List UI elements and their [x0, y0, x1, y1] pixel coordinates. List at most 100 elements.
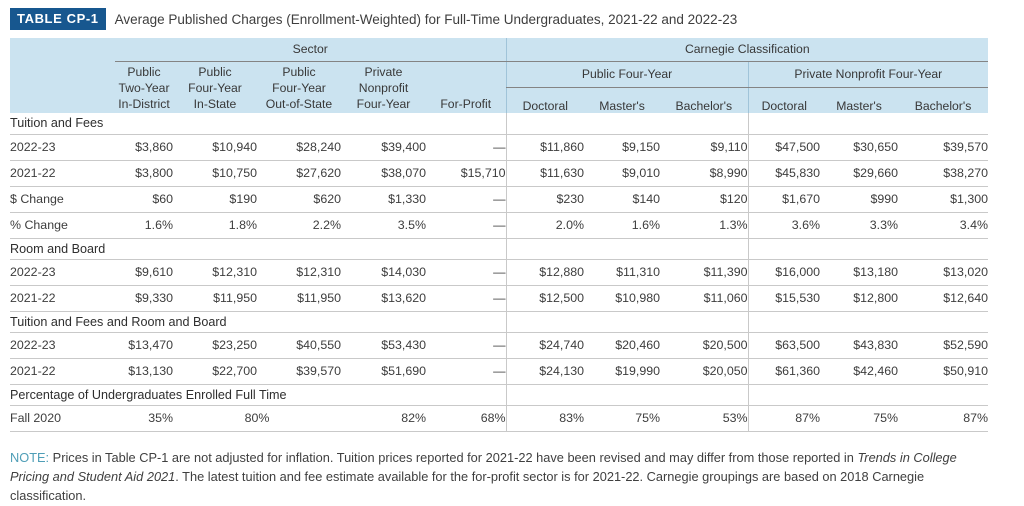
value-cell: $24,130: [505, 358, 585, 385]
column-header-private-bachelors: Bachelor's: [898, 87, 989, 113]
value-cell: 3.6%: [747, 212, 821, 239]
value-cell: —: [426, 186, 507, 213]
value-cell: $13,180: [820, 259, 899, 286]
value-cell: 3.5%: [341, 212, 426, 239]
section-empty-cell: [505, 113, 749, 135]
value-cell: $12,310: [257, 259, 341, 286]
value-cell: $620: [257, 186, 341, 213]
value-cell: $1,330: [341, 186, 426, 213]
value-cell: $230: [505, 186, 585, 213]
column-header-public-two-year: Public Two-Year In-District: [115, 61, 173, 113]
value-cell: 1.8%: [173, 212, 257, 239]
value-cell: $12,640: [898, 285, 989, 312]
section-empty-cell: [505, 311, 749, 333]
row-label: $ Change: [10, 186, 115, 213]
value-cell: 35%: [115, 405, 173, 432]
value-cell: 3.4%: [898, 212, 989, 239]
value-cell: 75%: [584, 405, 661, 432]
value-cell: $63,500: [747, 332, 821, 359]
value-cell: $9,610: [115, 259, 173, 286]
section-header-row: Tuition and Fees: [10, 113, 989, 135]
data-row: 2021-22 $9,330 $11,950 $11,950 $13,620— $12,5…: [10, 285, 989, 312]
group-header-row: Sector Carnegie Classification: [10, 38, 989, 113]
value-cell: $60: [115, 186, 173, 213]
value-cell: $51,690: [341, 358, 426, 385]
value-cell: $10,940: [173, 134, 257, 161]
value-cell: $52,590: [898, 332, 989, 359]
value-cell: $1,670: [747, 186, 821, 213]
value-cell: $10,980: [584, 285, 661, 312]
data-row: $ Change $60 $190 $620 $1,330— $230 $140 $120 $1…: [10, 186, 989, 213]
value-cell: $8,990: [660, 160, 749, 187]
value-cell: $11,060: [660, 285, 749, 312]
value-cell: $3,860: [115, 134, 173, 161]
carnegie-group-header: Carnegie Classification: [505, 38, 989, 62]
column-header-private-masters: Master's: [820, 87, 899, 113]
value-cell: $53,430: [341, 332, 426, 359]
value-cell: $24,740: [505, 332, 585, 359]
value-cell: 3.3%: [820, 212, 899, 239]
value-cell: $13,020: [898, 259, 989, 286]
table-header: Sector Carnegie Classification Public Tw…: [10, 38, 989, 113]
row-label: 2022-23: [10, 332, 115, 359]
value-cell: 75%: [820, 405, 899, 432]
section-header-row: Percentage of Undergraduates Enrolled Fu…: [10, 384, 989, 406]
data-row: Fall 2020 35% 80% 82% 68% 83% 75% 53% 87% 75% 87%: [10, 405, 989, 432]
value-cell: $39,570: [898, 134, 989, 161]
value-cell: $11,630: [505, 160, 585, 187]
value-cell: $15,710: [426, 160, 507, 187]
column-header-private-nonprofit: Private Nonprofit Four-Year: [341, 61, 426, 113]
value-cell: $11,950: [257, 285, 341, 312]
value-cell: 83%: [505, 405, 585, 432]
value-cell: 82%: [341, 405, 426, 432]
value-cell: $12,500: [505, 285, 585, 312]
value-cell: —: [426, 212, 507, 239]
value-cell: $1,300: [898, 186, 989, 213]
title-bar: TABLE CP-1 Average Published Charges (En…: [10, 8, 737, 30]
section-empty-cell: [505, 384, 749, 406]
value-cell: $27,620: [257, 160, 341, 187]
row-label: 2021-22: [10, 160, 115, 187]
value-cell: $990: [820, 186, 899, 213]
value-cell: $61,360: [747, 358, 821, 385]
section-header-row: Room and Board: [10, 238, 989, 260]
carnegie-public-subgroup-header: Public Four-Year: [505, 61, 749, 88]
value-cell: $190: [173, 186, 257, 213]
section-empty-cell: [747, 113, 989, 135]
table-body: Tuition and Fees 2022-23 $3,860 $10,940 $28,…: [10, 113, 989, 432]
value-cell: $11,390: [660, 259, 749, 286]
value-cell: $40,550: [257, 332, 341, 359]
value-cell: 1.6%: [584, 212, 661, 239]
column-header-private-doctoral: Doctoral: [747, 87, 821, 113]
value-cell: 1.6%: [115, 212, 173, 239]
column-header-row: Doctoral Master's Bachelor's Doctoral Ma…: [10, 87, 989, 113]
value-cell: 2.0%: [505, 212, 585, 239]
sector-group-header: Sector: [115, 38, 507, 62]
value-cell: $11,310: [584, 259, 661, 286]
note-text-1: Prices in Table CP-1 are not adjusted fo…: [49, 450, 858, 465]
note-italic-title: Trends in College Pricing and Student Ai…: [10, 450, 957, 485]
value-cell: $38,270: [898, 160, 989, 187]
value-cell: 87%: [898, 405, 989, 432]
charges-table: Sector Carnegie Classification Public Tw…: [10, 38, 989, 432]
value-cell: $120: [660, 186, 749, 213]
column-header-public-masters: Master's: [584, 87, 661, 113]
section-empty-cell: [747, 238, 989, 260]
value-cell: $20,500: [660, 332, 749, 359]
column-header-public-bachelors: Bachelor's: [660, 87, 749, 113]
value-cell: $42,460: [820, 358, 899, 385]
value-cell: $45,830: [747, 160, 821, 187]
value-cell: $9,150: [584, 134, 661, 161]
data-row: 2022-23 $9,610 $12,310 $12,310 $14,030— $12,8…: [10, 259, 989, 286]
row-label: 2022-23: [10, 134, 115, 161]
value-cell: $39,400: [341, 134, 426, 161]
carnegie-private-subgroup-header: Private Nonprofit Four-Year: [747, 61, 989, 88]
value-cell: 80%: [173, 405, 341, 432]
value-cell: $10,750: [173, 160, 257, 187]
value-cell: —: [426, 358, 507, 385]
value-cell: $22,700: [173, 358, 257, 385]
value-cell: $30,650: [820, 134, 899, 161]
value-cell: $23,250: [173, 332, 257, 359]
value-cell: $11,950: [173, 285, 257, 312]
value-cell: $15,530: [747, 285, 821, 312]
